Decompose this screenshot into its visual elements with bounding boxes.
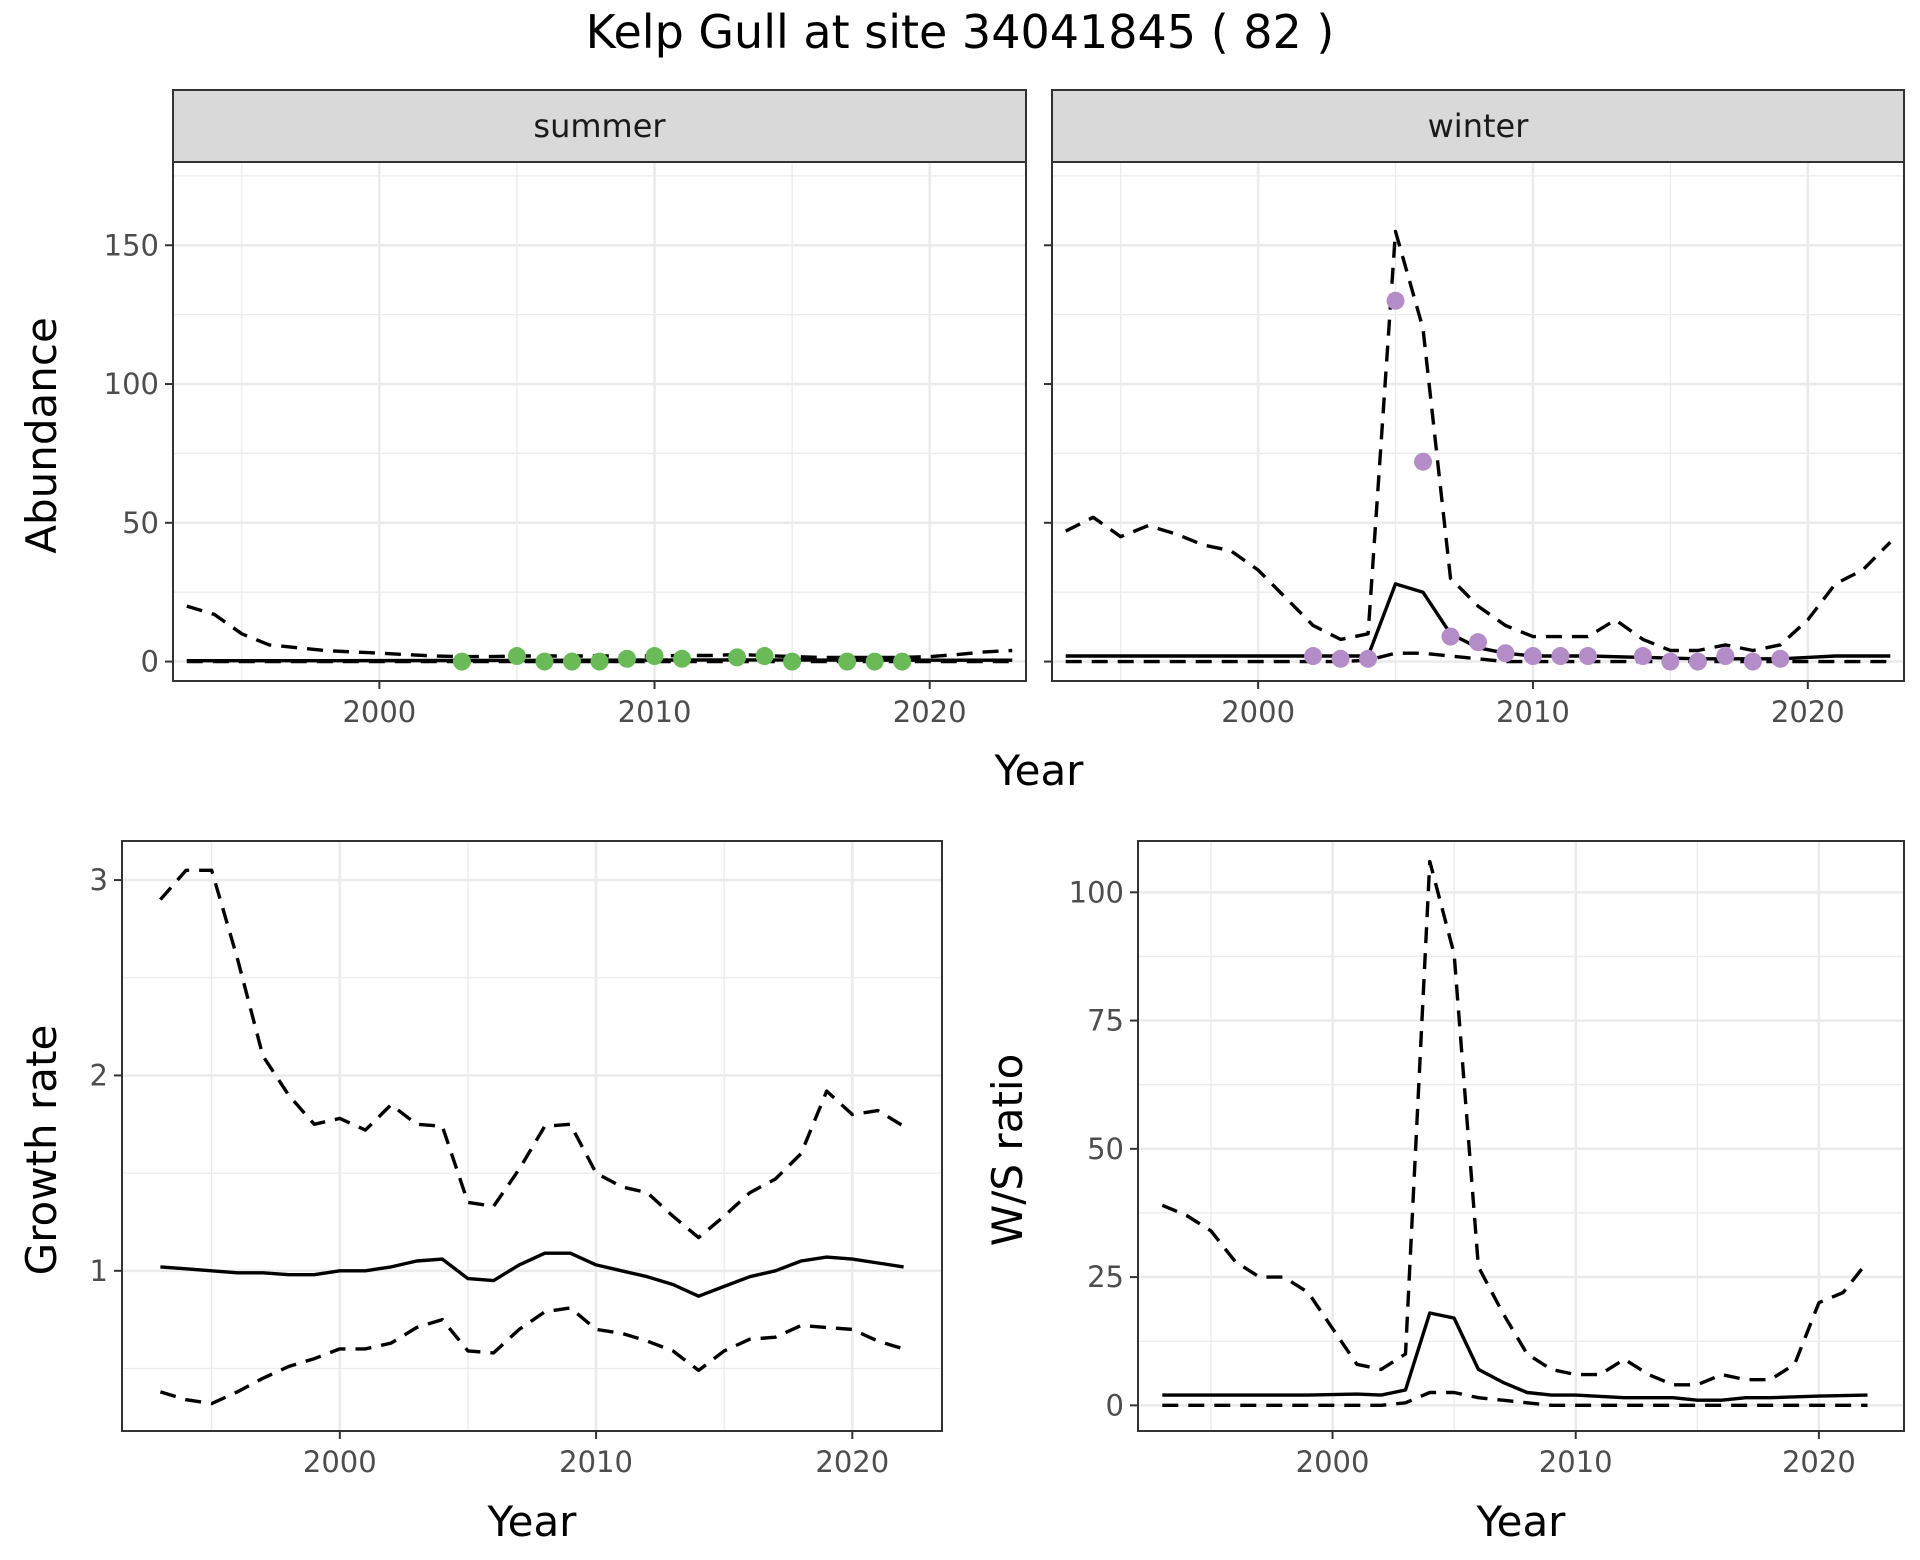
- observation-point: [755, 647, 774, 666]
- observation-point: [1578, 647, 1597, 666]
- observation-point: [535, 652, 554, 671]
- y-tick-label: 3: [90, 863, 108, 897]
- observation-point: [562, 652, 581, 671]
- series-upper-line: [1161, 859, 1869, 1387]
- panel-border: [1137, 840, 1905, 1432]
- x-tick-label: 2000: [1296, 1445, 1370, 1479]
- observation-point: [1771, 649, 1790, 668]
- observation-point: [673, 649, 692, 668]
- observation-point: [865, 652, 884, 671]
- x-axis-title: Year: [1476, 1497, 1567, 1546]
- series-lower-line: [159, 1306, 905, 1406]
- series-lower-line: [1065, 651, 1891, 664]
- y-axis-title: Growth rate: [17, 1025, 66, 1276]
- observation-point: [1716, 647, 1735, 666]
- y-tick-label: 0: [141, 645, 159, 679]
- y-tick-label: 2: [90, 1058, 108, 1092]
- y-axis-title: Abundance: [17, 317, 66, 554]
- observation-point: [507, 647, 526, 666]
- series-upper-line: [159, 868, 905, 1240]
- y-tick-label: 100: [104, 367, 159, 401]
- x-tick-label: 2010: [1539, 1445, 1613, 1479]
- observation-point: [893, 652, 912, 671]
- observation-point: [1633, 647, 1652, 666]
- facet-strip: [1051, 89, 1905, 163]
- x-tick-label: 2010: [1496, 695, 1570, 729]
- x-tick-label: 2020: [893, 695, 967, 729]
- y-tick-label: 50: [122, 506, 159, 540]
- series-upper-line: [1064, 229, 1892, 653]
- x-tick-label: 2020: [815, 1445, 889, 1479]
- y-tick-label: 50: [1087, 1132, 1124, 1166]
- y-tick-label: 0: [1106, 1388, 1124, 1422]
- facet-strip: [172, 89, 1027, 163]
- y-axis-title: W/S ratio: [983, 1054, 1032, 1247]
- observation-point: [1469, 633, 1487, 652]
- observation-point: [1688, 652, 1707, 671]
- observation-point: [1386, 291, 1405, 310]
- observation-point: [645, 647, 664, 666]
- series-mean-line: [1162, 1311, 1868, 1402]
- observation-point: [590, 652, 609, 671]
- observation-point: [618, 649, 637, 668]
- observation-point: [728, 648, 747, 667]
- panel-border: [121, 840, 943, 1432]
- panel-2: winter 2000 2010 2020: [1044, 89, 1905, 729]
- observation-point: [1661, 652, 1680, 671]
- y-tick-label: 100: [1069, 875, 1124, 909]
- observation-point: [1441, 627, 1460, 646]
- observation-point: [1743, 652, 1762, 671]
- observation-point: [1496, 644, 1515, 663]
- x-tick-label: 2000: [1221, 695, 1295, 729]
- observation-point: [1414, 452, 1433, 471]
- facet-strip-label: winter: [1428, 107, 1530, 145]
- observation-point: [1359, 649, 1378, 668]
- y-tick-label: 1: [90, 1254, 108, 1288]
- panel-1: summer 2000 2010 2020 0 50 100 150 Abundance: [17, 89, 1027, 729]
- x-tick-label: 2010: [559, 1445, 633, 1479]
- observation-point: [838, 652, 857, 671]
- facet-strip-label: summer: [533, 107, 666, 145]
- facet-x-axis-title: Year: [994, 746, 1085, 795]
- y-tick-label: 25: [1087, 1260, 1124, 1294]
- observation-point: [1331, 649, 1350, 668]
- x-tick-label: 2010: [618, 695, 692, 729]
- x-tick-label: 2000: [342, 695, 416, 729]
- y-tick-label: 150: [104, 228, 159, 262]
- observation-point: [1304, 647, 1323, 666]
- y-tick-label: 75: [1087, 1004, 1124, 1038]
- series-mean-line: [160, 1251, 904, 1298]
- figure-title: Kelp Gull at site 34041845 ( 82 ): [586, 5, 1335, 59]
- x-tick-label: 2020: [1771, 695, 1845, 729]
- panel-3: 2000 2010 2020 1 2 3 Growth rate Year: [17, 840, 943, 1546]
- observation-point: [783, 652, 802, 671]
- x-tick-label: 2000: [303, 1445, 377, 1479]
- panel-4: 2000 2010 2020 0 25 50 75 100 W/S ratio Year: [983, 840, 1905, 1546]
- x-axis-title: Year: [487, 1497, 578, 1546]
- x-tick-label: 2020: [1782, 1445, 1856, 1479]
- observation-point: [452, 652, 471, 671]
- observation-point: [1523, 647, 1542, 666]
- observation-point: [1551, 647, 1570, 666]
